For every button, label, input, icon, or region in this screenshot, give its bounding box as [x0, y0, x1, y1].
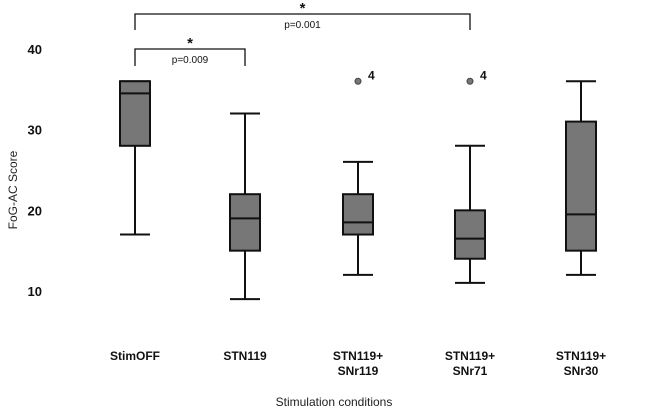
y-axis-title: FoG-AC Score — [6, 150, 20, 229]
box-group: 4 — [454, 68, 487, 284]
bracket-line — [134, 48, 246, 66]
y-axis: 10 20 30 40 — [28, 42, 42, 299]
p-value-label: p=0.001 — [284, 20, 321, 31]
bracket-line — [134, 13, 471, 30]
category-label: STN119+ — [445, 349, 495, 363]
significance-star: * — [187, 35, 193, 52]
outlier-point — [354, 77, 362, 85]
box-iqr — [342, 193, 374, 236]
y-tick-label: 20 — [28, 203, 42, 218]
p-value-label: p=0.009 — [172, 55, 209, 66]
category-label: SNr119 — [338, 364, 379, 378]
significance-star: * — [300, 0, 306, 17]
category-label: SNr71 — [453, 364, 488, 378]
category-label: STN119 — [223, 349, 267, 363]
box-group — [565, 80, 597, 276]
category-label: STN119+ — [333, 349, 383, 363]
box-iqr — [565, 120, 597, 252]
outlier-point — [466, 77, 474, 85]
significance-bracket: * p=0.001 — [134, 0, 471, 31]
y-tick-label: 10 — [28, 284, 42, 299]
box-iqr — [229, 193, 261, 252]
significance-brackets: * p=0.009 * p=0.001 — [134, 0, 471, 66]
y-tick-label: 40 — [28, 42, 42, 57]
category-labels: StimOFF STN119 STN119+SNr119STN119+SNr71ST… — [110, 349, 606, 378]
category-label: StimOFF — [110, 349, 160, 363]
box-iqr — [454, 209, 486, 260]
category-label: STN119+ — [556, 349, 606, 363]
outlier-label: 4 — [480, 68, 487, 82]
x-axis-title: Stimulation conditions — [276, 395, 393, 409]
category-label: SNr30 — [564, 364, 599, 378]
outlier-label: 4 — [368, 68, 375, 82]
box-group — [119, 80, 151, 236]
significance-bracket: * p=0.009 — [134, 35, 246, 66]
box-group: 4 — [342, 68, 375, 276]
box-iqr — [119, 80, 151, 147]
y-tick-label: 30 — [28, 123, 42, 138]
box-group — [229, 112, 261, 301]
